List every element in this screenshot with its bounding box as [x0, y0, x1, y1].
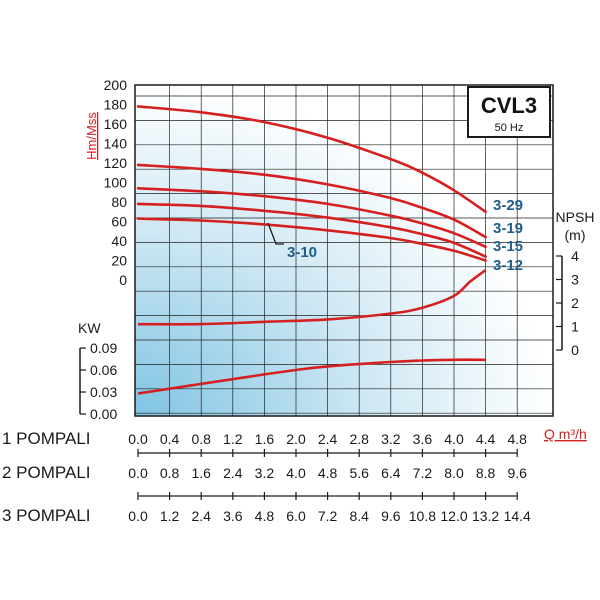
- flow-row-label: 3 POMPALI: [2, 506, 91, 525]
- power-tick-label: 0.06: [90, 362, 117, 378]
- flow-tick-label: 5.6: [349, 465, 369, 481]
- npsh-tick-label: 2: [571, 295, 579, 311]
- head-tick-label: 140: [104, 136, 128, 152]
- flow-row-label: 1 POMPALI: [2, 429, 91, 448]
- flow-tick-label: 8.8: [476, 465, 496, 481]
- flow-tick-label: 4.8: [255, 508, 275, 524]
- head-curve-3-29: [136, 105, 487, 214]
- head-curve-3-19: [136, 163, 487, 239]
- npsh-curve: [137, 269, 487, 326]
- series-leader-3-10: [267, 222, 284, 245]
- head-tick-label: 40: [111, 233, 127, 249]
- flow-tick-label: 4.4: [476, 431, 496, 447]
- flow-tick-label: 7.2: [318, 508, 338, 524]
- flow-tick-label: 12.0: [440, 508, 467, 524]
- series-label-3-29: 3-29: [493, 197, 523, 214]
- flow-rows: 1 POMPALI 0.0 0.4 0.8 1.2 1.6 2.0 2.4 2.8 3.2 3.6 4…: [2, 429, 531, 525]
- head-tick-label: 60: [111, 214, 127, 230]
- flow-tick-label: 1.6: [191, 465, 211, 481]
- npsh-tick-label: 1: [571, 319, 579, 335]
- flow-tick-label: 6.0: [286, 508, 306, 524]
- chart-subtitle: 50 Hz: [495, 122, 524, 134]
- head-tick-label: 180: [104, 97, 128, 113]
- npsh-axis-label: NPSH: [556, 209, 595, 225]
- head-tick-label: 100: [104, 175, 128, 191]
- flow-tick-label: 0.4: [160, 431, 180, 447]
- flow-tick-label: 3.6: [413, 431, 433, 447]
- title-box: [467, 86, 551, 138]
- head-tick-label: 80: [111, 194, 127, 210]
- flow-tick-label: 4.8: [318, 465, 338, 481]
- curves: [136, 105, 487, 395]
- series-label-3-19: 3-19: [493, 220, 523, 237]
- power-tick-label: 0.03: [90, 384, 117, 400]
- plot-frame: [134, 84, 554, 417]
- flow-tick-label: 1.6: [255, 431, 275, 447]
- npsh-axis-ticks: 4 3 2 1 0: [556, 248, 579, 358]
- power-curve: [137, 358, 486, 395]
- head-tick-label: 200: [104, 77, 128, 93]
- flow-tick-label: 2.0: [286, 431, 306, 447]
- flow-tick-label: 1.2: [223, 431, 243, 447]
- flow-tick-label: 0.8: [191, 431, 211, 447]
- flow-tick-label: 8.4: [349, 508, 369, 524]
- flow-tick-label: 10.8: [409, 508, 436, 524]
- flow-tick-label: 0.0: [128, 508, 148, 524]
- head-tick-label: 120: [104, 155, 128, 171]
- series-label-3-10: 3-10: [287, 244, 317, 261]
- flow-tick-label: 3.2: [255, 465, 275, 481]
- head-curve-3-15: [136, 187, 487, 249]
- power-tick-label: 0.00: [90, 406, 117, 422]
- flow-tick-label: 0.0: [128, 465, 148, 481]
- head-curve-3-12: [136, 202, 487, 258]
- flow-axis-label: Q m³/h: [544, 426, 587, 442]
- head-curve-3-10: [136, 217, 487, 262]
- flow-tick-label: 9.6: [507, 465, 527, 481]
- head-tick-label: 20: [111, 253, 127, 269]
- head-axis-label: Hm/Mss: [84, 112, 99, 160]
- flow-row-label: 2 POMPALI: [2, 463, 91, 482]
- power-axis-ticks: 0.09 0.06 0.03 0.00: [80, 340, 117, 422]
- flow-tick-label: 14.4: [504, 508, 531, 524]
- series-labels: 3-29 3-193-15 3-12 3-10: [267, 197, 523, 274]
- head-tick-label: 160: [104, 116, 128, 132]
- chart-title: CVL3: [481, 93, 537, 118]
- flow-tick-label: 2.4: [223, 465, 243, 481]
- flow-tick-label: 3.6: [223, 508, 243, 524]
- flow-tick-label: 4.8: [507, 431, 527, 447]
- flow-tick-label: 9.6: [381, 508, 401, 524]
- flow-tick-label: 4.0: [286, 465, 306, 481]
- power-axis-label: KW: [78, 320, 101, 336]
- flow-tick-label: 2.4: [191, 508, 211, 524]
- flow-tick-label: 4.0: [444, 431, 464, 447]
- flow-tick-label: 3.2: [381, 431, 401, 447]
- npsh-tick-label: 0: [571, 342, 579, 358]
- flow-tick-label: 2.4: [318, 431, 338, 447]
- flow-tick-label: 1.2: [160, 508, 180, 524]
- series-label-3-12: 3-12: [493, 257, 523, 274]
- flow-tick-label: 0.0: [128, 431, 148, 447]
- head-tick-label: 0: [119, 272, 127, 288]
- npsh-axis-unit: (m): [565, 227, 586, 243]
- npsh-tick-label: 3: [571, 272, 579, 288]
- npsh-tick-label: 4: [571, 248, 579, 264]
- flow-tick-label: 8.0: [444, 465, 464, 481]
- flow-tick-label: 13.2: [472, 508, 499, 524]
- flow-tick-label: 7.2: [413, 465, 433, 481]
- flow-tick-label: 6.4: [381, 465, 401, 481]
- flow-tick-label: 0.8: [160, 465, 180, 481]
- flow-tick-label: 2.8: [349, 431, 369, 447]
- power-tick-label: 0.09: [90, 340, 117, 356]
- series-label-3-15: 3-15: [493, 238, 523, 255]
